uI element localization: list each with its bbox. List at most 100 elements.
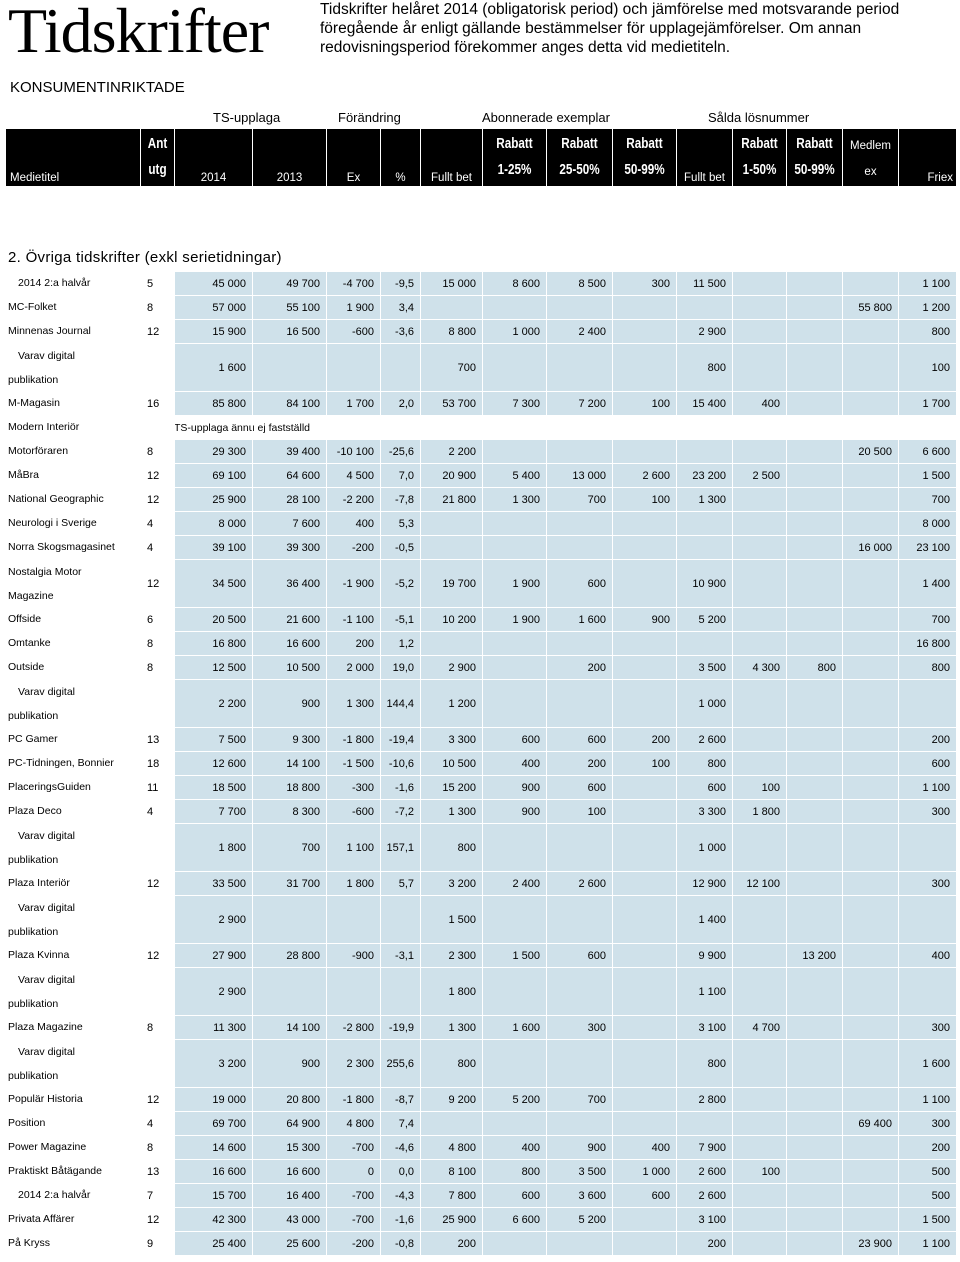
cell-value: 1 000 <box>512 325 540 338</box>
cell-value: 3 100 <box>698 1021 726 1034</box>
cell-los-fullt <box>676 416 732 439</box>
cell-abo-fullt: 8 800 <box>420 320 482 343</box>
cell-friex: 700 <box>898 488 956 511</box>
cell-value: -600 <box>351 805 374 818</box>
cell-los-fullt: 2 600 <box>676 728 732 751</box>
cell-value: 1 800 <box>218 841 246 854</box>
row-title: Plaza Deco <box>8 799 62 823</box>
cell-value: 5 200 <box>698 613 726 626</box>
cell-value: 4 500 <box>346 469 374 482</box>
cell-ts-2013: 16 600 <box>252 632 326 655</box>
cell-value: 200 <box>457 1237 476 1250</box>
cell-change-ex: -700 <box>326 1136 380 1159</box>
col-medlem-ex-label: ex <box>864 166 877 178</box>
cell-abo-r50-99 <box>612 344 676 391</box>
cell-abo-r1-25: 1 900 <box>482 560 546 607</box>
cell-value: 800 <box>457 841 476 854</box>
cell-change-ex: -900 <box>326 944 380 967</box>
cell-ts-2013: 16 400 <box>252 1184 326 1207</box>
cell-ant-utg: 12 <box>140 944 174 967</box>
cell-ts-2013: 700 <box>252 824 326 871</box>
cell-ts-2014: 2 200 <box>174 680 252 727</box>
cell-ts-2014: 15 700 <box>174 1184 252 1207</box>
cell-ts-2013: 16 500 <box>252 320 326 343</box>
cell-los-r50-99 <box>786 680 842 727</box>
cell-value: 55 800 <box>858 301 892 314</box>
cell-friex: 1 200 <box>898 296 956 319</box>
cell-friex: 200 <box>898 1136 956 1159</box>
cell-ts-2013: 55 100 <box>252 296 326 319</box>
cell-ant-utg: 13 <box>140 728 174 751</box>
cell-abo-r1-25: 8 600 <box>482 272 546 295</box>
cell-los-fullt: 9 900 <box>676 944 732 967</box>
cell-change-pct: -0,5 <box>380 536 420 559</box>
cell-value: 15 300 <box>286 1141 320 1154</box>
table-row: Populär Historia 12 19 000 20 800 -1 800 -8,7… <box>6 1087 956 1111</box>
cell-los-r50-99 <box>786 416 842 439</box>
group-salda: Sålda lösnummer <box>708 110 810 125</box>
cell-ts-2014: 20 500 <box>174 608 252 631</box>
cell-value: 7 900 <box>698 1141 726 1154</box>
cell-medlem-ex <box>842 632 898 655</box>
cell-value: 600 <box>587 577 606 590</box>
cell-value: 84 100 <box>286 397 320 410</box>
cell-los-r50-99 <box>786 1160 842 1183</box>
cell-value: 100 <box>761 781 780 794</box>
col-rabatt-1-25-label: 1-25% <box>497 161 532 178</box>
cell-los-r50-99 <box>786 392 842 415</box>
cell-value: -5,2 <box>395 577 414 590</box>
cell-ant-utg: 12 <box>140 1208 174 1231</box>
cell-value: -19,4 <box>388 733 414 746</box>
cell-change-pct <box>380 344 420 391</box>
cell-abo-r1-25: 6 600 <box>482 1208 546 1231</box>
cell-abo-r50-99 <box>612 1016 676 1039</box>
cell-change-ex: 1 900 <box>326 296 380 319</box>
table-row: Varav digital publikation 1 800 700 1 100 157… <box>6 823 956 871</box>
cell-abo-r25-50: 700 <box>546 1088 612 1111</box>
cell-medlem-ex: 16 000 <box>842 536 898 559</box>
cell-medlem-ex <box>842 488 898 511</box>
cell-change-pct: 157,1 <box>380 824 420 871</box>
cell-value: 14 100 <box>286 757 320 770</box>
cell-change-pct: 7,0 <box>380 464 420 487</box>
cell-value: -10 100 <box>336 445 374 458</box>
cell-value: 31 700 <box>286 877 320 890</box>
row-title-line: Neurologi i Sverige <box>8 517 97 529</box>
cell-los-fullt: 7 900 <box>676 1136 732 1159</box>
row-title: Plaza Interiör <box>8 871 70 895</box>
col-fullt-bet-los-label: Fullt bet <box>684 172 725 184</box>
row-title: På Kryss <box>8 1231 50 1255</box>
cell-change-ex: 2 300 <box>326 1040 380 1087</box>
cell-value: 2 900 <box>698 325 726 338</box>
cell-ant-utg: 11 <box>140 776 174 799</box>
cell-value: 400 <box>355 517 374 530</box>
row-title-line: 2014 2:a halvår <box>18 1189 91 1201</box>
cell-abo-r50-99 <box>612 1208 676 1231</box>
cell-los-r1-50 <box>732 560 786 607</box>
cell-value: -2 800 <box>342 1021 374 1034</box>
cell-value: 2 600 <box>698 1189 726 1202</box>
cell-change-ex: 4 500 <box>326 464 380 487</box>
cell-ts-2013: 84 100 <box>252 392 326 415</box>
cell-value: 2 300 <box>346 1057 374 1070</box>
cell-ts-2014: 42 300 <box>174 1208 252 1231</box>
cell-abo-r25-50 <box>546 1112 612 1135</box>
cell-los-r1-50 <box>732 1088 786 1111</box>
cell-value: -4 700 <box>342 277 374 290</box>
cell-los-r1-50 <box>732 1112 786 1135</box>
cell-value: 20 500 <box>858 445 892 458</box>
cell-change-pct: 7,4 <box>380 1112 420 1135</box>
cell-friex: 6 600 <box>898 440 956 463</box>
cell-value: 12 <box>147 577 160 590</box>
cell-value: 12 600 <box>212 757 246 770</box>
table-subheading: 2. Övriga tidskrifter (exkl serietidning… <box>8 249 282 266</box>
cell-value: 2 800 <box>698 1093 726 1106</box>
cell-value: 8 100 <box>448 1165 476 1178</box>
cell-change-pct: -7,8 <box>380 488 420 511</box>
row-title-line: Modern Interiör <box>8 421 80 433</box>
cell-medlem-ex <box>842 728 898 751</box>
row-title-line: publikation <box>8 997 59 1010</box>
cell-los-r50-99 <box>786 728 842 751</box>
cell-value: 2 000 <box>346 661 374 674</box>
cell-abo-r25-50 <box>546 968 612 1015</box>
